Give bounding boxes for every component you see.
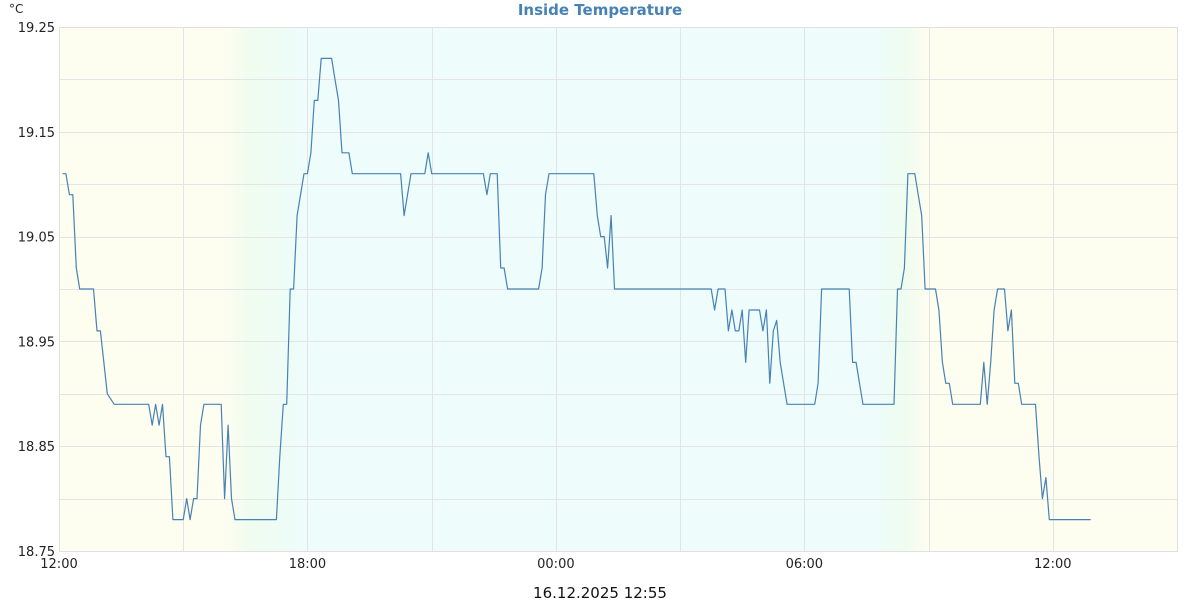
x-tick-label: 00:00: [537, 557, 574, 572]
x-axis-tick-labels: 12:00 18:00 00:00 06:00 12:00: [40, 557, 1071, 572]
y-tick-label: 18.85: [18, 440, 55, 455]
chart-timestamp: 16.12.2025 12:55: [533, 584, 667, 600]
y-tick-label: 18.75: [18, 545, 55, 560]
y-tick-label: 19.05: [18, 231, 55, 246]
y-tick-label: 19.15: [18, 126, 55, 141]
plot-area-frame: [59, 27, 1178, 552]
x-tick-label: 06:00: [786, 557, 823, 572]
y-gridlines: [59, 27, 1177, 552]
y-tick-label: 19.25: [18, 21, 55, 36]
y-axis-unit: °C: [9, 2, 23, 16]
y-axis-tick-labels: 18.75 18.85 18.95 19.05 19.15 19.25: [18, 21, 55, 560]
temperature-series-line: [62, 57, 1091, 521]
x-tick-label: 18:00: [289, 557, 326, 572]
x-tick-label: 12:00: [40, 557, 77, 572]
chart-title: Inside Temperature: [518, 1, 682, 19]
y-tick-label: 18.95: [18, 335, 55, 350]
x-tick-label: 12:00: [1034, 557, 1071, 572]
